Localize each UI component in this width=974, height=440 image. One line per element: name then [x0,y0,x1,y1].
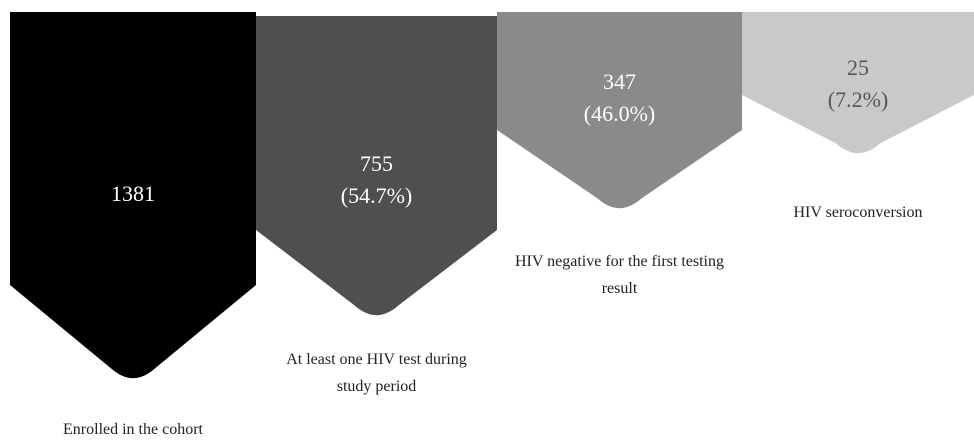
stage-value: 1381 [111,181,155,206]
stage-caption: HIV negative for the first testing resul… [515,253,724,297]
funnel-stage [10,12,256,379]
stage-value: 347 [603,69,636,94]
stage-caption: Enrolled in the cohort [63,421,203,438]
stage-value: 25 [847,55,869,80]
stage-value: 755 [360,151,393,176]
stage-caption: HIV seroconversion [793,204,923,221]
funnel-stage [742,12,974,154]
stage-count: 25 (7.2%) [742,52,974,116]
funnel-stage [256,16,497,316]
stage-count: 1381 [10,178,256,210]
stage-count: 347 (46.0%) [497,66,742,130]
stage-percent: (46.0%) [583,101,656,126]
stage-percent: (7.2%) [827,87,889,112]
stage-count: 755 (54.7%) [256,148,497,212]
stage-percent: (54.7%) [340,183,413,208]
stage-caption: At least one HIV test during study perio… [286,351,467,395]
funnel-stage [497,12,742,209]
